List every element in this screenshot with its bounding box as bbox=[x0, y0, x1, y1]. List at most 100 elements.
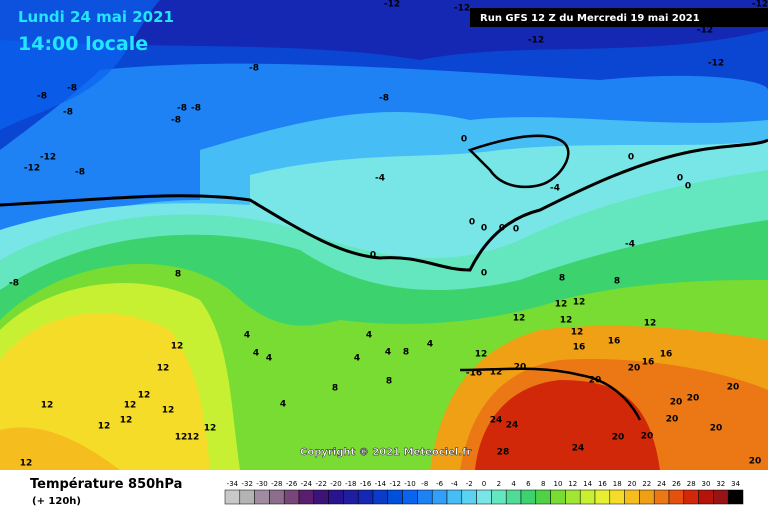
contour-label: -8 bbox=[63, 108, 73, 118]
scale-label: 6 bbox=[526, 480, 531, 488]
contour-label: 12 bbox=[175, 433, 188, 443]
scale-label: 20 bbox=[628, 480, 637, 488]
scale-swatch bbox=[698, 489, 714, 505]
contour-label: 20 bbox=[749, 457, 762, 467]
parameter: Température 850hPa bbox=[30, 477, 182, 492]
scale-label: 32 bbox=[716, 480, 725, 488]
contour-label: 24 bbox=[572, 444, 585, 454]
scale-label: -28 bbox=[271, 480, 282, 488]
contour-label: 12 bbox=[513, 314, 526, 324]
contour-label: -12 bbox=[40, 153, 56, 163]
scale-swatch bbox=[505, 489, 522, 505]
contour-label: 24 bbox=[506, 421, 519, 431]
contour-label: 20 bbox=[666, 415, 679, 425]
contour-label: 0 bbox=[628, 153, 634, 163]
contour-label: 16 bbox=[660, 350, 673, 360]
contour-label: 12 bbox=[573, 298, 586, 308]
scale-swatch bbox=[254, 489, 270, 505]
scale-label: 0 bbox=[482, 480, 486, 488]
contour-label: -8 bbox=[171, 116, 181, 126]
contour-label: 12 bbox=[555, 300, 568, 310]
map-background bbox=[0, 0, 768, 470]
contour-label: 12 bbox=[187, 433, 200, 443]
contour-label: 16 bbox=[573, 343, 586, 353]
contour-label: 12 bbox=[41, 401, 54, 411]
contour-label: 12 bbox=[571, 328, 584, 338]
run-info: Run GFS 12 Z du Mercredi 19 mai 2021 bbox=[480, 13, 700, 24]
scale-label: 8 bbox=[541, 480, 545, 488]
contour-label: 12 bbox=[120, 416, 133, 426]
contour-label: 16 bbox=[608, 337, 621, 347]
contour-label: 4 bbox=[354, 354, 360, 364]
scale-swatch bbox=[387, 489, 403, 505]
contour-label: 12 bbox=[162, 406, 175, 416]
contour-label: -8 bbox=[379, 94, 389, 104]
contour-label: 4 bbox=[366, 331, 372, 341]
contour-label: -12 bbox=[454, 4, 470, 14]
contour-label: -8 bbox=[9, 279, 19, 289]
contour-label: 4 bbox=[385, 348, 391, 358]
contour-label: 12 bbox=[644, 319, 657, 329]
contour-label: -12 bbox=[528, 36, 544, 46]
scale-swatch bbox=[565, 489, 581, 505]
scale-swatch bbox=[239, 489, 255, 505]
color-scale: -34 -32 -30 -28 -26 -24 -22 -20 -18 -16 -14 -12 -10-… bbox=[224, 480, 744, 505]
contour-label: -12 bbox=[708, 59, 724, 69]
scale-swatch bbox=[520, 489, 537, 505]
scale-label: -14 bbox=[375, 480, 387, 488]
scale-label: -26 bbox=[286, 480, 298, 488]
contour-label: 20 bbox=[710, 424, 723, 434]
scale-label: 22 bbox=[642, 480, 651, 488]
scale-swatch bbox=[269, 489, 285, 505]
contour-label: 4 bbox=[244, 331, 250, 341]
scale-swatch bbox=[461, 489, 477, 505]
contour-label: 12 bbox=[204, 424, 217, 434]
scale-label: -34 bbox=[227, 480, 239, 488]
scale-swatch bbox=[357, 489, 374, 505]
scale-swatch bbox=[535, 489, 551, 505]
contour-label: 0 bbox=[513, 225, 519, 235]
scale-label: 28 bbox=[687, 480, 696, 488]
scale-label: 14 bbox=[583, 480, 592, 488]
scale-label: 26 bbox=[672, 480, 681, 488]
contour-label: -16 bbox=[466, 369, 482, 379]
contour-label: -4 bbox=[625, 240, 635, 250]
contour-label: 4 bbox=[280, 400, 286, 410]
contour-label: 4 bbox=[266, 354, 272, 364]
contour-label: 16 bbox=[642, 358, 655, 368]
scale-swatch bbox=[402, 489, 418, 505]
scale-swatch bbox=[224, 489, 241, 505]
contour-label: 12 bbox=[475, 350, 488, 360]
lead-time: (+ 120h) bbox=[32, 496, 81, 507]
scale-swatch bbox=[491, 489, 507, 505]
scale-swatch bbox=[624, 489, 640, 505]
scale-swatch bbox=[417, 489, 433, 505]
scale-swatch bbox=[343, 489, 359, 505]
scale-swatch bbox=[609, 489, 625, 505]
scale-swatch bbox=[328, 489, 344, 505]
contour-label: -12 bbox=[384, 0, 400, 10]
contour-label: 0 bbox=[685, 182, 691, 192]
contour-label: -8 bbox=[75, 168, 85, 178]
contour-label: 20 bbox=[670, 398, 683, 408]
scale-swatch bbox=[668, 489, 685, 505]
scale-swatch bbox=[431, 489, 448, 505]
scale-swatch bbox=[446, 489, 463, 505]
contour-label: 8 bbox=[403, 348, 409, 358]
contour-label: 4 bbox=[427, 340, 433, 350]
contour-label: 12 bbox=[138, 391, 151, 401]
scale-swatch bbox=[313, 489, 329, 505]
contour-label: -12 bbox=[24, 164, 40, 174]
contour-label: 20 bbox=[589, 376, 602, 386]
contour-label: 0 bbox=[461, 135, 467, 145]
scale-label: -2 bbox=[466, 480, 473, 488]
date: Lundi 24 mai 2021 bbox=[18, 8, 174, 26]
scale-label: 10 bbox=[554, 480, 563, 488]
contour-label: -8 bbox=[249, 64, 259, 74]
contour-label: 12 bbox=[98, 422, 111, 432]
scale-swatch bbox=[683, 489, 699, 505]
local-time: 14:00 locale bbox=[18, 33, 148, 55]
contour-label: 8 bbox=[175, 270, 181, 280]
scale-swatch bbox=[713, 489, 729, 505]
scale-swatch bbox=[476, 489, 492, 505]
